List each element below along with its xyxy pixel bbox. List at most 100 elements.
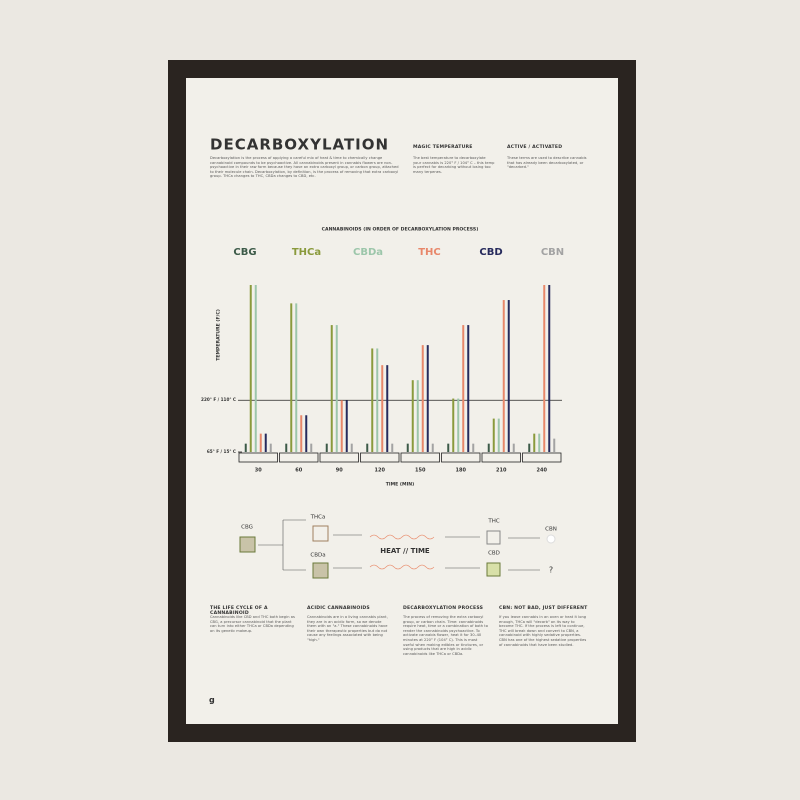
legend-label: THCa xyxy=(292,247,321,258)
section-text: If you leave cannabis in an oven or heat… xyxy=(499,615,587,647)
section-text: Cannabinoids are in a living cannabis pl… xyxy=(307,615,388,642)
x-tick-label: 30 xyxy=(255,468,262,474)
x-group-box xyxy=(279,452,319,463)
bar xyxy=(421,345,424,452)
bar xyxy=(512,443,515,452)
bar xyxy=(543,285,546,452)
x-group-box xyxy=(481,452,521,463)
bar xyxy=(447,443,450,452)
section-heading: CBN: NOT BAD, JUST DIFFERENT xyxy=(499,606,588,611)
bar xyxy=(340,400,343,452)
x-tick-label: 90 xyxy=(336,468,343,474)
diagram-node: ? xyxy=(549,566,553,575)
bar xyxy=(462,325,465,452)
bar xyxy=(457,398,460,452)
bar xyxy=(335,325,338,452)
bar xyxy=(507,300,510,452)
bar xyxy=(366,443,369,452)
legend-label: CBD xyxy=(479,247,502,258)
poster-title: DECARBOXYLATION xyxy=(210,136,389,154)
x-group-box xyxy=(400,452,440,463)
bar xyxy=(269,443,272,452)
bar xyxy=(381,365,384,452)
section-heading: THE LIFE CYCLE OF A CANNABINOID xyxy=(210,606,268,616)
bar xyxy=(538,433,541,452)
bar xyxy=(472,443,475,452)
bar xyxy=(259,433,262,452)
x-group-box xyxy=(319,452,359,463)
bar xyxy=(431,443,434,452)
legend-label: CBG xyxy=(233,247,256,258)
section-text: The process of removing the extra carbox… xyxy=(403,615,489,656)
x-tick-label: 150 xyxy=(415,468,426,474)
bar xyxy=(371,348,374,452)
poster-paper xyxy=(186,78,618,724)
bar xyxy=(244,443,247,452)
bar xyxy=(497,418,500,452)
bar xyxy=(502,300,505,452)
x-tick-label: 60 xyxy=(295,468,302,474)
y-tick-label: 65° F / 15° C xyxy=(207,449,236,454)
bar xyxy=(300,415,303,452)
bar xyxy=(426,345,429,452)
x-group-box xyxy=(441,452,481,463)
intro-text: Decarboxylation is the process of applyi… xyxy=(210,156,399,179)
bar xyxy=(386,365,389,452)
bar xyxy=(528,443,531,452)
section-text: The best temperature to decarboxylate yo… xyxy=(413,156,495,174)
y-axis-label: TEMPERATURE (F/C) xyxy=(216,309,222,361)
bar xyxy=(290,303,293,452)
bar xyxy=(345,400,348,452)
bar xyxy=(254,285,257,452)
bar xyxy=(305,415,308,452)
bar xyxy=(325,443,328,452)
x-group-box xyxy=(522,452,562,463)
x-tick-label: 210 xyxy=(496,468,507,474)
diagram-node: CBG xyxy=(241,525,253,531)
bar xyxy=(533,433,536,452)
bar xyxy=(467,325,470,452)
x-group-box xyxy=(238,452,278,463)
bar xyxy=(350,443,353,452)
diagram-node: THCa xyxy=(310,515,326,521)
x-tick-label: 120 xyxy=(375,468,386,474)
legend-label: CBN xyxy=(541,247,564,258)
diagram-node: THC xyxy=(487,519,499,525)
bar xyxy=(330,325,333,452)
legend-label: THC xyxy=(418,247,441,258)
x-tick-label: 180 xyxy=(456,468,467,474)
section-text: These terms are used to describe cannabi… xyxy=(507,156,587,170)
thc-icon xyxy=(486,530,501,545)
bar xyxy=(295,303,298,452)
diagram-node: CBN xyxy=(545,527,557,533)
chart-title: CANNABINOIDS (IN ORDER OF DECARBOXYLATIO… xyxy=(322,227,479,233)
cbd-icon xyxy=(486,562,501,577)
x-tick-label: 240 xyxy=(537,468,548,474)
section-heading: ACIDIC CANNABINOIDS xyxy=(307,606,370,611)
x-axis-label: TIME (MIN) xyxy=(386,482,414,488)
cbda-icon xyxy=(312,562,329,579)
cbg-icon xyxy=(239,536,256,553)
bar xyxy=(411,380,414,452)
bar xyxy=(487,443,490,452)
section-heading: ACTIVE / ACTIVATED xyxy=(507,145,563,150)
bar xyxy=(310,443,313,452)
bar xyxy=(492,418,495,452)
cbn-icon xyxy=(546,534,556,544)
section-heading: DECARBOXYLATION PROCESS xyxy=(403,606,484,611)
bar xyxy=(548,285,551,452)
bar xyxy=(249,285,252,452)
section-heading: MAGIC TEMPERATURE xyxy=(413,145,473,150)
diagram-lines xyxy=(258,519,540,571)
x-group-box xyxy=(360,452,400,463)
diagram-node: CBDa xyxy=(310,553,325,559)
bar xyxy=(452,398,455,452)
bar xyxy=(406,443,409,452)
y-tick-label: 220° F / 110° C xyxy=(201,397,236,402)
bar xyxy=(264,433,267,452)
section-text: Cannabinoids like CBD and THC both begin… xyxy=(210,615,295,633)
diagram-node: CBD xyxy=(488,551,500,557)
bar xyxy=(391,443,394,452)
bar xyxy=(553,438,556,452)
